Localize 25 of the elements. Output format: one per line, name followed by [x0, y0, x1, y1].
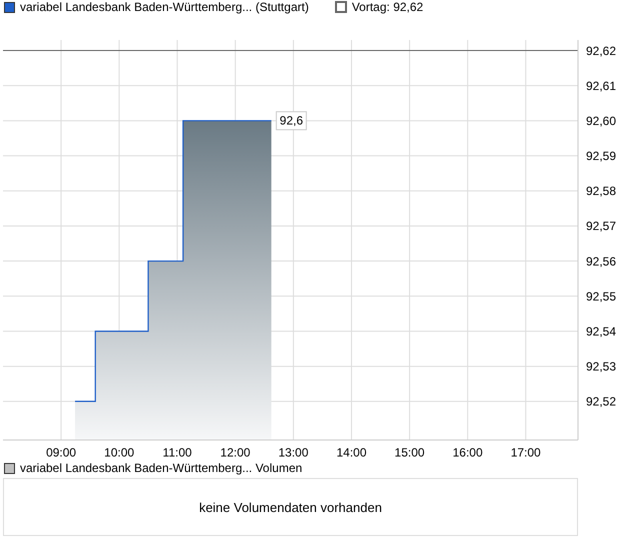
text: variabel Landesbank Baden-Württemberg... Volumen — [20, 461, 302, 475]
y-tick-label: 92,61 — [586, 78, 616, 93]
x-tick-label: 09:00 — [46, 446, 76, 460]
y-tick-label: 92,55 — [586, 289, 616, 304]
x-tick-label: 15:00 — [394, 446, 425, 460]
y-tick-label: 92,53 — [586, 360, 616, 374]
x-tick-label: 16:00 — [452, 446, 483, 460]
x-tick-label: 17:00 — [510, 446, 542, 460]
y-tick-label: 92,59 — [586, 149, 616, 164]
x-tick-label: 13:00 — [278, 446, 309, 460]
y-tick-label: 92,56 — [586, 254, 616, 268]
y-tick-label: 92,62 — [586, 44, 616, 58]
y-tick-label: 92,60 — [586, 114, 616, 128]
x-tick-label: 12:00 — [220, 446, 251, 460]
annotation: 92,6 — [280, 114, 304, 128]
x-tick-label: 14:00 — [336, 446, 367, 460]
y-tick-label: 92,52 — [586, 394, 616, 409]
text: keine Volumendaten vorhanden — [199, 500, 382, 514]
legend-label: variabel Landesbank Baden-Württemberg... (Stuttgart) — [20, 0, 309, 14]
y-tick-label: 92,57 — [586, 219, 616, 234]
x-tick-label: 10:00 — [104, 446, 134, 460]
x-tick-label: 11:00 — [162, 446, 192, 460]
y-tick-label: 92,58 — [586, 184, 616, 198]
legend-label: Vortag: 92,62 — [352, 0, 424, 14]
y-tick-label: 92,54 — [586, 324, 616, 338]
